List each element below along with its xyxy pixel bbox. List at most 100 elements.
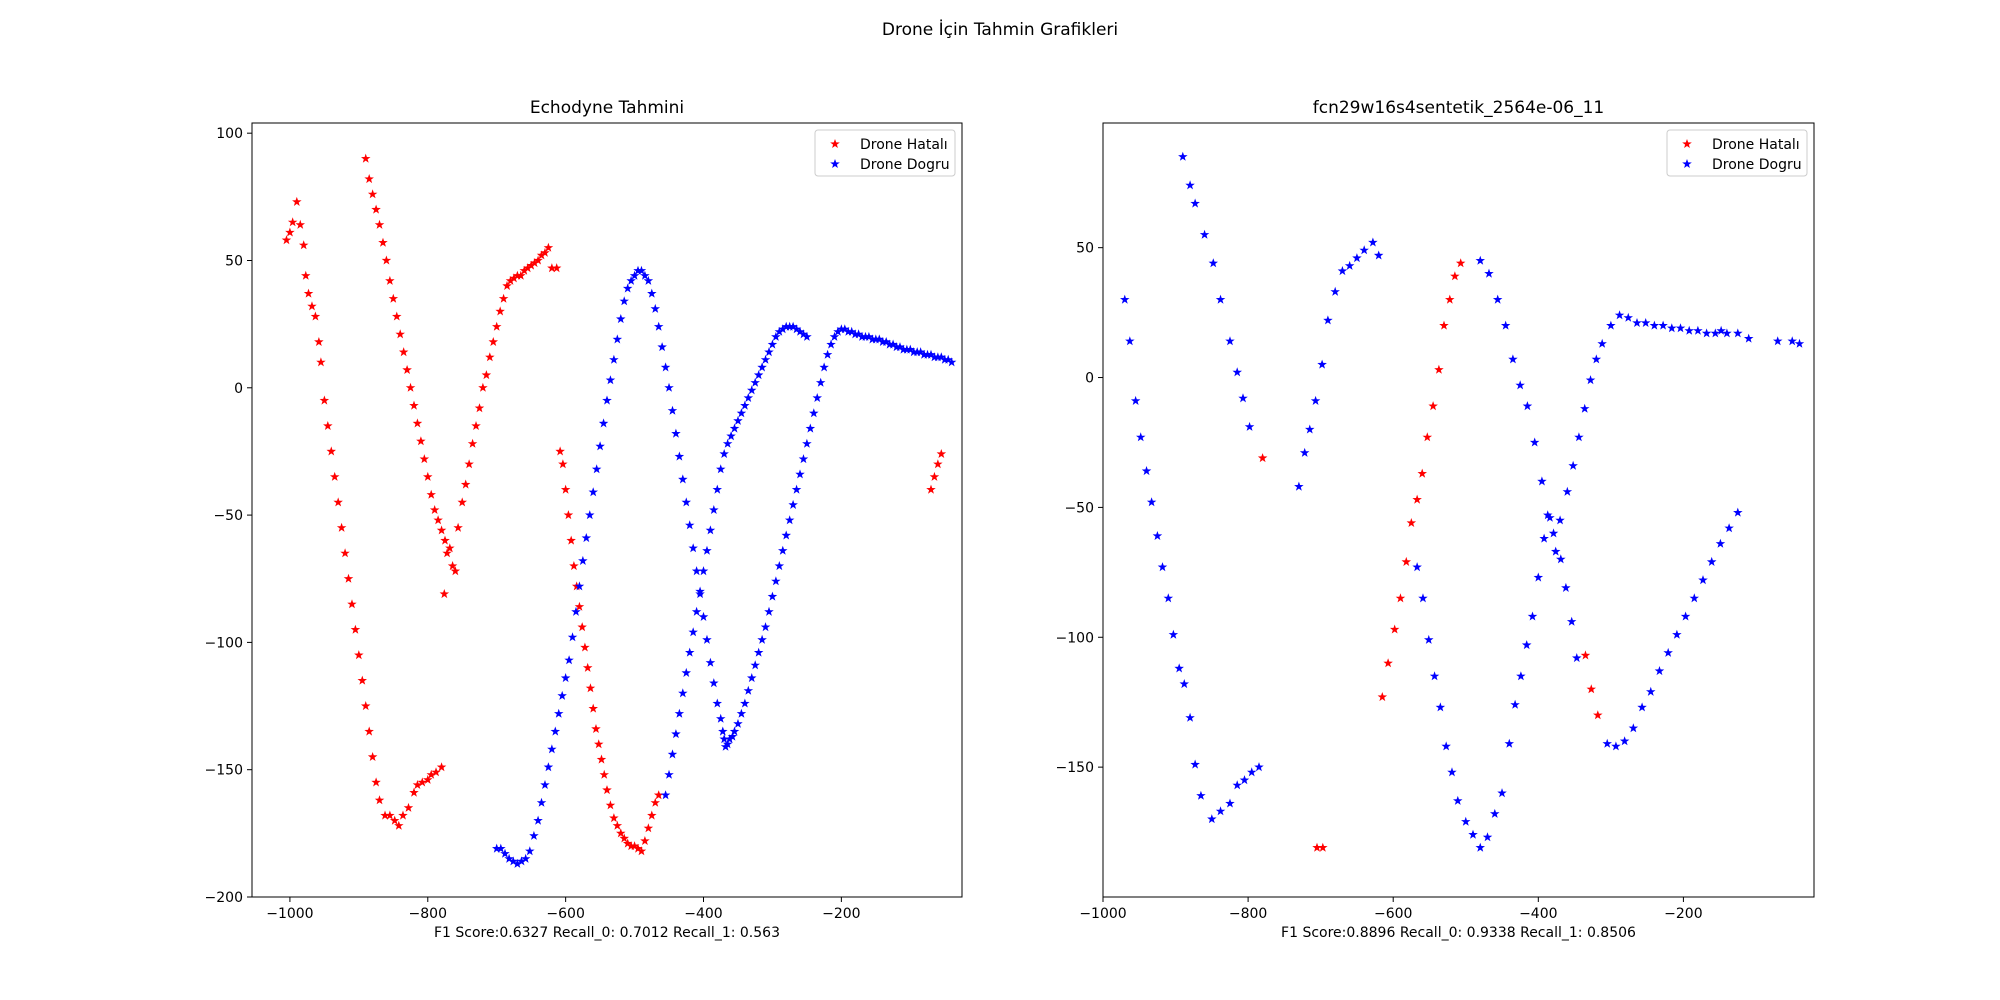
- data-point: [566, 535, 576, 545]
- data-point: [1146, 497, 1157, 507]
- data-point: [1317, 359, 1327, 369]
- x-tick-label: −600: [546, 906, 584, 922]
- data-point: [1527, 611, 1538, 621]
- data-point: [626, 275, 636, 285]
- data-point: [629, 270, 640, 280]
- legend-marker: [1682, 139, 1692, 148]
- x-tick-label: −400: [684, 906, 722, 922]
- data-point: [555, 446, 565, 456]
- data-point: [829, 331, 840, 341]
- data-point: [563, 510, 574, 520]
- data-point: [512, 858, 523, 868]
- data-point: [1693, 325, 1703, 335]
- data-point: [712, 484, 722, 494]
- data-point: [1568, 460, 1578, 470]
- data-point: [1412, 562, 1422, 572]
- data-point: [1602, 738, 1612, 748]
- data-point: [1323, 315, 1333, 325]
- data-point: [405, 382, 416, 392]
- data-point: [314, 337, 324, 346]
- data-point: [771, 331, 781, 341]
- data-point: [478, 382, 488, 392]
- data-point: [1305, 424, 1315, 434]
- data-point: [1178, 151, 1188, 161]
- data-point: [678, 474, 688, 484]
- data-point: [558, 459, 568, 469]
- data-point: [1344, 260, 1355, 270]
- data-point: [640, 270, 650, 280]
- data-point: [492, 321, 502, 331]
- data-point: [691, 606, 702, 616]
- data-point: [712, 698, 722, 708]
- data-point: [389, 815, 400, 825]
- data-point: [512, 270, 523, 280]
- data-point: [394, 820, 404, 830]
- data-point: [557, 690, 567, 700]
- data-point: [1574, 432, 1584, 442]
- data-point: [1254, 762, 1264, 772]
- data-point: [1497, 788, 1507, 798]
- data-point: [822, 349, 833, 359]
- data-point: [747, 673, 757, 683]
- data-point: [1475, 842, 1485, 852]
- data-point: [847, 326, 857, 336]
- data-point: [1787, 336, 1797, 346]
- data-point: [864, 331, 874, 341]
- data-point: [1294, 481, 1304, 491]
- data-point: [753, 647, 764, 657]
- data-point: [1484, 268, 1494, 278]
- data-point: [805, 423, 816, 433]
- data-point: [303, 288, 314, 298]
- data-point: [750, 660, 760, 670]
- data-point: [367, 189, 378, 199]
- data-point: [488, 337, 498, 346]
- data-point: [1722, 328, 1732, 338]
- data-point: [1141, 466, 1152, 476]
- data-point: [1468, 829, 1478, 839]
- data-point: [426, 769, 436, 779]
- data-point: [674, 708, 685, 718]
- data-point: [1637, 702, 1647, 712]
- data-point: [857, 331, 867, 341]
- data-point: [771, 576, 781, 586]
- data-point: [326, 446, 336, 456]
- data-point: [1733, 328, 1743, 338]
- data-point: [374, 219, 385, 229]
- legend-box: [814, 129, 956, 177]
- data-point: [554, 708, 564, 718]
- data-point: [705, 525, 716, 535]
- data-point: [1424, 634, 1434, 644]
- data-point: [536, 250, 547, 260]
- data-point: [1572, 653, 1582, 663]
- data-point: [619, 833, 629, 843]
- data-point: [850, 329, 860, 339]
- data-point: [516, 856, 527, 866]
- data-point: [1585, 375, 1596, 385]
- data-point: [764, 606, 774, 616]
- data-point: [1667, 323, 1677, 333]
- data-point: [1434, 364, 1444, 374]
- legend-box: [1666, 129, 1808, 177]
- data-point: [381, 255, 392, 265]
- data-point: [520, 853, 531, 863]
- data-point: [594, 739, 604, 749]
- data-point: [653, 321, 664, 331]
- data-point: [888, 339, 898, 349]
- data-point: [691, 566, 702, 576]
- data-point: [1359, 245, 1369, 255]
- data-point: [1586, 684, 1596, 694]
- data-point: [1684, 325, 1694, 335]
- data-point: [1225, 798, 1235, 808]
- data-point: [1562, 486, 1573, 496]
- data-point: [1185, 180, 1195, 190]
- data-point: [729, 726, 740, 736]
- data-point: [909, 347, 919, 357]
- data-point: [740, 400, 750, 410]
- data-point: [439, 589, 450, 599]
- data-point: [1658, 320, 1668, 330]
- data-point: [529, 830, 539, 840]
- data-point: [1614, 310, 1625, 320]
- data-point: [301, 270, 311, 280]
- data-point: [1406, 518, 1417, 527]
- data-point: [767, 339, 778, 349]
